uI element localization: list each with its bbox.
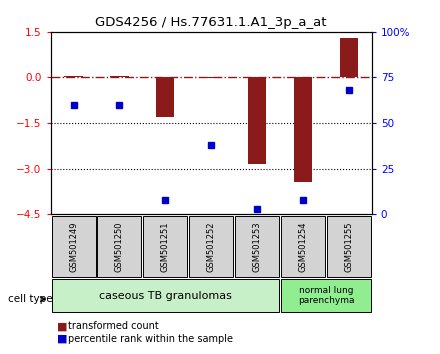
- Text: GDS4256 / Hs.77631.1.A1_3p_a_at: GDS4256 / Hs.77631.1.A1_3p_a_at: [95, 16, 327, 29]
- Text: normal lung
parenchyma: normal lung parenchyma: [298, 286, 354, 305]
- FancyBboxPatch shape: [97, 216, 141, 276]
- Text: GSM501253: GSM501253: [253, 221, 262, 272]
- Bar: [156, 78, 175, 117]
- Bar: [340, 38, 358, 78]
- FancyBboxPatch shape: [51, 216, 95, 276]
- Text: GSM501254: GSM501254: [298, 221, 308, 272]
- FancyBboxPatch shape: [281, 279, 371, 312]
- Bar: [248, 78, 266, 164]
- Text: ■: ■: [57, 321, 68, 331]
- FancyBboxPatch shape: [235, 216, 279, 276]
- Text: GSM501250: GSM501250: [115, 221, 124, 272]
- FancyBboxPatch shape: [281, 216, 325, 276]
- Text: ■: ■: [57, 334, 68, 344]
- Text: cell type: cell type: [8, 294, 52, 304]
- Bar: [294, 78, 312, 182]
- FancyBboxPatch shape: [327, 216, 371, 276]
- FancyBboxPatch shape: [189, 216, 233, 276]
- Text: GSM501249: GSM501249: [69, 221, 78, 272]
- Text: caseous TB granulomas: caseous TB granulomas: [99, 291, 232, 301]
- FancyBboxPatch shape: [51, 279, 279, 312]
- Text: transformed count: transformed count: [68, 321, 159, 331]
- Text: GSM501252: GSM501252: [207, 221, 216, 272]
- Bar: [110, 76, 128, 78]
- Text: percentile rank within the sample: percentile rank within the sample: [68, 334, 233, 344]
- FancyBboxPatch shape: [143, 216, 187, 276]
- Text: GSM501251: GSM501251: [161, 221, 170, 272]
- Text: GSM501255: GSM501255: [345, 221, 353, 272]
- Bar: [64, 76, 83, 78]
